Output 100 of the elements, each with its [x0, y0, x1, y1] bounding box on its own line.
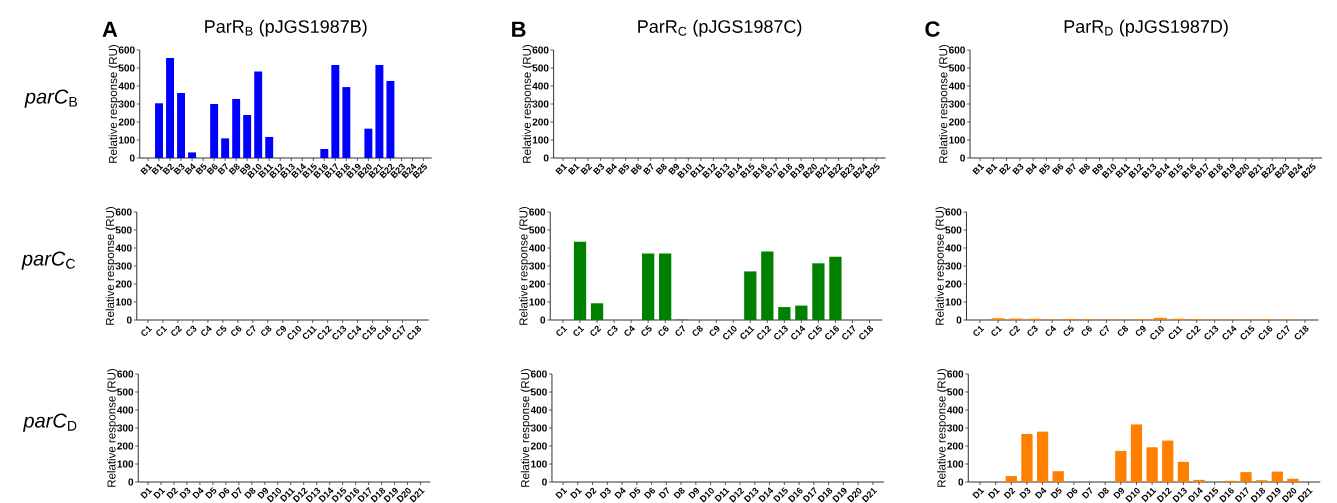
- x-tick-label: C3: [607, 325, 618, 336]
- x-tick-label: B10: [677, 163, 692, 179]
- x-tick-label: B8: [228, 163, 240, 175]
- y-tick-label: 600: [115, 208, 132, 216]
- y-tick-label: 500: [115, 226, 132, 234]
- y-tick-label: 0: [540, 316, 546, 324]
- x-tick-label: D3: [1019, 487, 1031, 499]
- y-tick-label: 500: [118, 64, 135, 72]
- x-tick-label: B21: [1247, 163, 1264, 179]
- x-tick-label: B9: [1091, 163, 1103, 175]
- y-tick-label: 100: [949, 136, 965, 144]
- y-axis-title: Relative response (RU): [937, 368, 948, 487]
- x-tick-label: B4: [605, 163, 617, 175]
- y-tick-label: 400: [530, 406, 547, 414]
- bar: [166, 57, 175, 158]
- x-tick-label: B3: [1012, 163, 1024, 175]
- x-tick-label: D6: [1066, 487, 1078, 499]
- bar: [221, 138, 230, 158]
- x-tick-label: C18: [1294, 325, 1309, 340]
- x-tick-label: D15: [773, 487, 788, 503]
- x-tick-label: D2: [584, 487, 597, 499]
- x-tick-label: D5: [629, 487, 641, 499]
- x-tick-label: C11: [1168, 325, 1183, 340]
- x-tick-label: B6: [630, 163, 642, 175]
- y-tick-label: 600: [117, 370, 134, 378]
- x-tick-label: D3: [179, 487, 191, 499]
- y-tick-label: 300: [532, 100, 549, 108]
- x-tick-label: B15: [1168, 163, 1183, 179]
- text: parC$_{C}$: [21, 251, 76, 270]
- y-tick-label: 400: [529, 244, 546, 252]
- x-tick-label: C4: [624, 325, 635, 336]
- y-tick-label: 200: [117, 442, 134, 450]
- x-tick-label: C9: [1135, 325, 1146, 336]
- x-tick-label: B21: [814, 163, 831, 179]
- y-tick-label: 400: [947, 406, 964, 414]
- y-tick-label: 600: [947, 370, 964, 378]
- x-tick-label: C9: [276, 325, 287, 336]
- x-tick-label: B6: [206, 163, 218, 175]
- x-tick-label: C14: [1222, 325, 1237, 340]
- y-tick-label: 200: [530, 442, 547, 450]
- bar: [659, 253, 672, 320]
- bar: [795, 305, 808, 320]
- x-tick-label: B11: [1115, 163, 1131, 178]
- x-tick-label: B5: [195, 163, 207, 175]
- x-tick-label: C13: [1204, 325, 1219, 340]
- y-tick-label: 0: [543, 154, 549, 162]
- x-tick-label: D17: [802, 486, 817, 503]
- x-tick-label: C5: [216, 325, 227, 336]
- x-tick-label: C15: [362, 325, 377, 340]
- x-tick-label: C2: [171, 325, 183, 336]
- y-tick-label: 0: [542, 478, 547, 486]
- y-tick-label: 0: [128, 478, 134, 486]
- x-tick-label: B4: [184, 163, 196, 175]
- x-tick-label: D9: [688, 487, 700, 499]
- x-tick-label: D1: [972, 487, 985, 499]
- x-tick-label: C6: [231, 325, 242, 336]
- x-tick-label: D1: [153, 487, 166, 499]
- x-tick-label: C17: [1276, 325, 1290, 340]
- x-tick-label: C18: [859, 325, 874, 340]
- bar: [829, 256, 842, 320]
- x-tick-label: D8: [673, 487, 685, 499]
- bar: [812, 263, 825, 320]
- y-tick-label: 200: [947, 442, 964, 450]
- y-tick-label: 500: [948, 64, 965, 72]
- x-tick-label: C17: [392, 325, 406, 340]
- x-tick-label: D1: [555, 487, 568, 499]
- bar: [1177, 461, 1190, 482]
- y-tick-label: 0: [960, 154, 965, 162]
- x-tick-label: D7: [1081, 486, 1093, 499]
- x-tick-label: D11: [1141, 487, 1157, 502]
- chart-title: ParR$_{C}$ (pJGS1987C): [638, 19, 802, 37]
- y-axis-title: Relative response (RU): [520, 368, 532, 487]
- bar: [254, 71, 263, 158]
- y-tick-label: 400: [117, 406, 134, 414]
- x-tick-label: B17: [1194, 162, 1209, 179]
- x-tick-label: D9: [1113, 487, 1125, 499]
- y-tick-label: 400: [948, 82, 965, 90]
- x-tick-label: C15: [808, 325, 822, 340]
- x-tick-label: C8: [261, 325, 272, 336]
- y-tick-label: 100: [947, 460, 964, 468]
- x-tick-label: D17: [357, 486, 372, 503]
- bar: [744, 271, 757, 320]
- bar: [1005, 476, 1017, 482]
- bar: [331, 64, 340, 158]
- bar: [155, 103, 163, 158]
- x-tick-label: C3: [186, 325, 197, 336]
- x-tick-label: B5: [617, 163, 630, 175]
- x-tick-label: C14: [791, 325, 806, 340]
- text: C: [925, 21, 940, 37]
- x-tick-label: B10: [1101, 163, 1117, 179]
- x-tick-label: D1: [987, 487, 1000, 499]
- bar: [1021, 433, 1033, 482]
- bar: [342, 87, 351, 158]
- y-tick-label: 600: [949, 46, 965, 54]
- x-tick-label: C15: [1240, 325, 1255, 340]
- y-tick-label: 300: [530, 424, 547, 432]
- x-tick-label: D2: [166, 487, 179, 499]
- x-tick-label: D7: [658, 486, 669, 499]
- x-tick-label: C10: [1150, 325, 1164, 340]
- x-tick-label: D10: [1125, 487, 1140, 503]
